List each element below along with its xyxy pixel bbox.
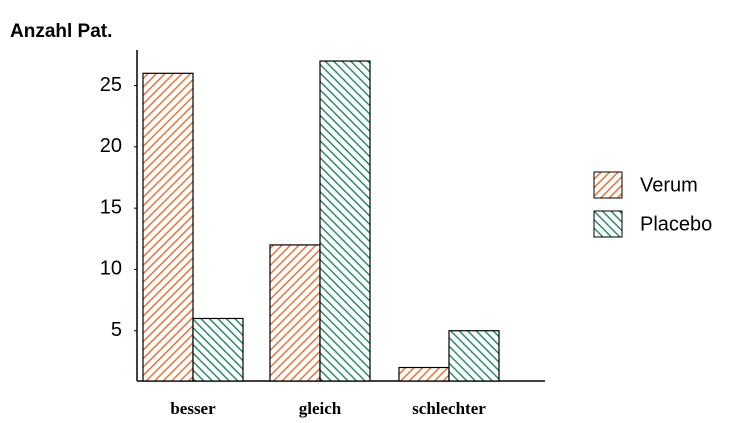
- y-tick-label: 20: [100, 135, 122, 157]
- x-tick-label: schlechter: [412, 399, 486, 418]
- y-tick-label: 25: [100, 74, 122, 96]
- bar: [142, 72, 194, 382]
- bar: [269, 244, 321, 382]
- legend-swatch: [593, 210, 623, 238]
- legend-label: Verum: [640, 174, 698, 196]
- bar: [192, 317, 244, 382]
- y-tick-label: 5: [111, 319, 122, 341]
- x-tick-label: besser: [170, 399, 216, 418]
- chart-title: Anzahl Pat.: [10, 21, 112, 42]
- bar: [398, 366, 450, 382]
- bar: [448, 330, 500, 382]
- bar: [319, 60, 371, 382]
- x-tick-label: gleich: [299, 399, 342, 418]
- y-tick-label: 10: [100, 258, 122, 280]
- legend-swatch: [593, 171, 623, 199]
- y-tick-label: 15: [100, 196, 122, 218]
- legend-label: Placebo: [640, 213, 712, 235]
